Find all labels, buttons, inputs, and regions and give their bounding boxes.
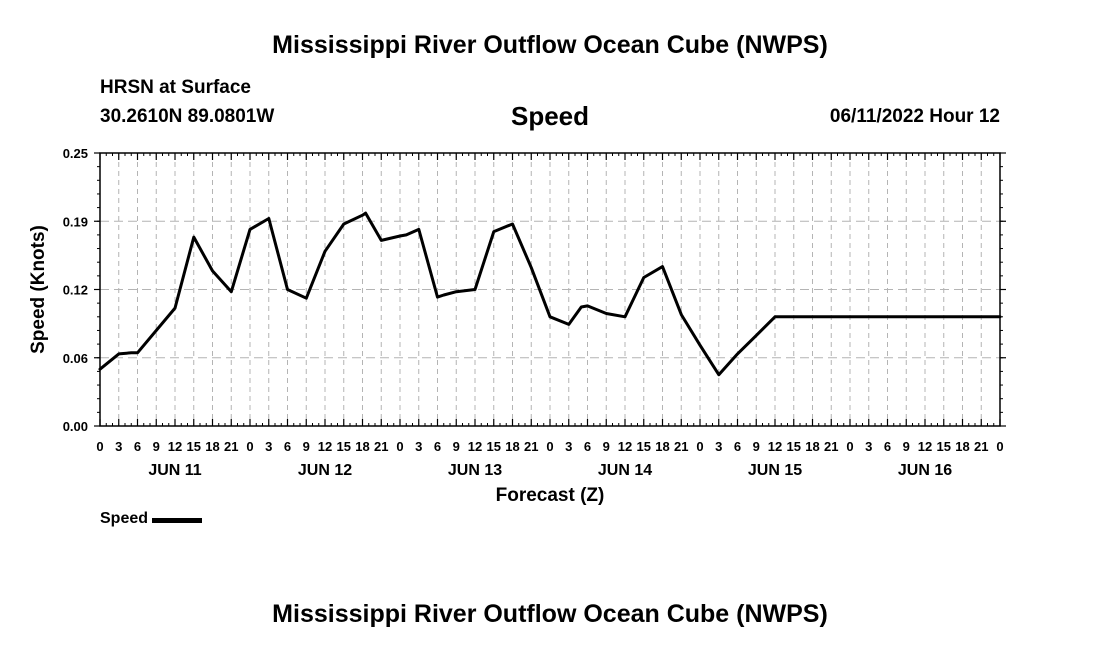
- x-tick-label: 21: [374, 439, 388, 454]
- x-tick-label: 18: [505, 439, 519, 454]
- x-tick-label: 9: [153, 439, 160, 454]
- x-tick-label: 21: [224, 439, 238, 454]
- x-tick-label: 0: [246, 439, 253, 454]
- x-tick-label: 21: [824, 439, 838, 454]
- x-tick-label: 3: [715, 439, 722, 454]
- legend-line-swatch: [152, 518, 203, 523]
- x-tick-label: 0: [96, 439, 103, 454]
- x-tick-label: 3: [415, 439, 422, 454]
- x-tick-label: 6: [434, 439, 441, 454]
- x-tick-label: 9: [303, 439, 310, 454]
- x-tick-label: 12: [618, 439, 632, 454]
- x-tick-label: 3: [265, 439, 272, 454]
- coordinates-label: 30.2610N 89.0801W: [100, 106, 275, 127]
- footer-title: Mississippi River Outflow Ocean Cube (NW…: [272, 600, 828, 628]
- x-tick-label: 15: [187, 439, 201, 454]
- day-label: JUN 14: [598, 462, 652, 479]
- forecast-datetime: 06/11/2022 Hour 12: [829, 106, 1000, 127]
- x-tick-label: 9: [603, 439, 610, 454]
- chart-title: Speed: [510, 101, 590, 131]
- x-tick-label: 12: [318, 439, 332, 454]
- x-axis-label: Forecast (Z): [496, 485, 605, 506]
- speed-chart: 0 3 6 9 12 15 18 21 0 3 6 9 12 15 18 21 0 3 6 9 12 15 18 21 0 3 6 9…: [28, 146, 1006, 506]
- x-tick-label: 21: [524, 439, 538, 454]
- day-label: JUN 13: [448, 462, 502, 479]
- x-tick-label: 9: [453, 439, 460, 454]
- series-line-speed: [98, 211, 1002, 377]
- x-tick-label: 18: [205, 439, 219, 454]
- x-tick-label: 15: [337, 439, 351, 454]
- day-label: JUN 16: [898, 462, 952, 479]
- x-tick-label: 15: [937, 439, 951, 454]
- x-tick-label: 0: [696, 439, 703, 454]
- y-tick-label: 0.25: [63, 146, 88, 161]
- x-tick-label: 9: [753, 439, 760, 454]
- day-label: JUN 15: [748, 462, 802, 479]
- x-tick-label: 0: [396, 439, 403, 454]
- x-tick-label: 0: [996, 439, 1003, 454]
- x-tick-label: 6: [134, 439, 141, 454]
- y-tick-label: 0.06: [63, 351, 88, 366]
- x-tick-label: 15: [487, 439, 501, 454]
- x-tick-label: 0: [846, 439, 853, 454]
- x-tick-label: 15: [637, 439, 651, 454]
- x-tick-label: 21: [974, 439, 988, 454]
- x-tick-label: 18: [355, 439, 369, 454]
- plot-frame: [99, 152, 1001, 427]
- x-tick-label: 6: [584, 439, 591, 454]
- x-tick-label: 6: [734, 439, 741, 454]
- legend: Speed: [100, 510, 203, 528]
- labels-layer: 0 3 6 9 12 15 18 21 0 3 6 9 12 15 18 21 0 3 6 9 12 15 18 21 0 3 6 9…: [63, 146, 1004, 479]
- grid-layer: [100, 153, 1000, 426]
- x-tick-label: 12: [468, 439, 482, 454]
- day-label: JUN 12: [298, 462, 352, 479]
- x-tick-label: 18: [805, 439, 819, 454]
- x-tick-label: 0: [546, 439, 553, 454]
- x-tick-label: 3: [865, 439, 872, 454]
- x-tick-label: 9: [903, 439, 910, 454]
- y-axis-label: Speed (Knots): [28, 225, 49, 354]
- x-tick-label: 12: [168, 439, 182, 454]
- x-tick-label: 15: [787, 439, 801, 454]
- y-tick-label: 0.00: [63, 419, 88, 434]
- station-label: HRSN at Surface: [100, 77, 251, 98]
- x-tick-label: 18: [955, 439, 969, 454]
- legend-label: Speed: [100, 510, 149, 527]
- y-tick-label: 0.12: [63, 283, 88, 298]
- y-tick-label: 0.19: [63, 214, 88, 229]
- page-title: Mississippi River Outflow Ocean Cube (NW…: [272, 31, 828, 59]
- x-tick-label: 3: [115, 439, 122, 454]
- x-tick-label: 3: [565, 439, 572, 454]
- x-tick-label: 21: [674, 439, 688, 454]
- x-tick-label: 6: [284, 439, 291, 454]
- x-tick-label: 6: [884, 439, 891, 454]
- day-label: JUN 11: [148, 462, 201, 479]
- x-tick-label: 12: [768, 439, 782, 454]
- x-tick-label: 18: [655, 439, 669, 454]
- x-tick-label: 12: [918, 439, 932, 454]
